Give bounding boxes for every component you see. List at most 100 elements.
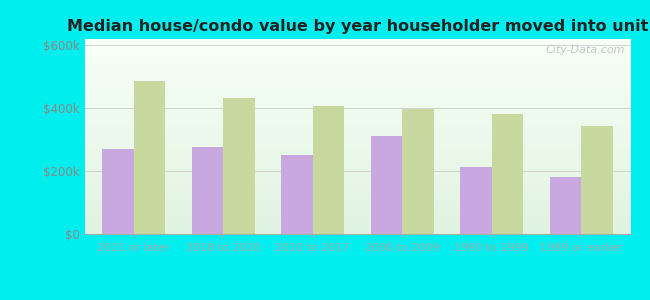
Bar <box>84 98 630 100</box>
Bar <box>84 177 630 179</box>
Bar <box>84 58 630 61</box>
Bar <box>84 70 630 72</box>
Bar <box>402 109 434 234</box>
Bar <box>84 53 630 55</box>
Bar <box>84 205 630 207</box>
Bar <box>84 64 630 66</box>
Bar <box>84 212 630 214</box>
Bar <box>84 176 630 177</box>
Bar <box>84 95 630 98</box>
Bar <box>84 146 630 148</box>
Bar <box>84 88 630 90</box>
Bar <box>103 149 134 234</box>
Bar <box>84 107 630 109</box>
Bar <box>84 139 630 140</box>
Bar <box>84 220 630 222</box>
Bar <box>84 209 630 211</box>
Bar <box>371 136 402 234</box>
Bar <box>84 41 630 43</box>
Bar <box>84 150 630 152</box>
Bar <box>84 109 630 111</box>
Bar <box>84 119 630 121</box>
Bar <box>84 55 630 56</box>
Bar <box>84 164 630 166</box>
Bar <box>84 80 630 82</box>
Bar <box>84 162 630 164</box>
Bar <box>492 113 523 234</box>
Bar <box>84 172 630 173</box>
Bar <box>84 45 630 47</box>
Bar <box>84 152 630 154</box>
Bar <box>84 230 630 232</box>
Bar <box>581 126 612 234</box>
Bar <box>84 197 630 199</box>
Bar <box>84 222 630 224</box>
Bar <box>84 74 630 76</box>
Bar <box>84 158 630 160</box>
Bar <box>84 125 630 127</box>
Bar <box>223 98 255 234</box>
Bar <box>84 185 630 187</box>
Bar <box>84 156 630 158</box>
Title: Median house/condo value by year householder moved into unit: Median house/condo value by year househo… <box>67 19 648 34</box>
Bar <box>84 111 630 113</box>
Bar <box>84 166 630 168</box>
Bar <box>84 61 630 62</box>
Bar <box>84 160 630 162</box>
Bar <box>84 203 630 205</box>
Bar <box>84 72 630 74</box>
Bar <box>84 224 630 226</box>
Bar <box>84 82 630 84</box>
Bar <box>84 66 630 68</box>
Bar <box>84 173 630 175</box>
Bar <box>460 167 492 234</box>
Bar <box>84 133 630 134</box>
Bar <box>84 115 630 117</box>
Bar <box>84 127 630 129</box>
Bar <box>84 232 630 234</box>
Bar <box>84 226 630 228</box>
Bar <box>84 207 630 209</box>
Bar <box>84 129 630 131</box>
Bar <box>84 148 630 150</box>
Bar <box>192 147 223 234</box>
Bar <box>84 94 630 95</box>
Bar <box>84 51 630 53</box>
Bar <box>84 144 630 146</box>
Bar <box>84 121 630 123</box>
Bar <box>84 179 630 181</box>
Bar <box>84 105 630 107</box>
Bar <box>84 191 630 193</box>
Bar <box>84 90 630 92</box>
Bar <box>84 181 630 183</box>
Bar <box>84 92 630 94</box>
Bar <box>84 123 630 125</box>
Bar <box>84 134 630 136</box>
Bar <box>84 140 630 142</box>
Bar <box>84 218 630 220</box>
Bar <box>84 183 630 185</box>
Bar <box>84 214 630 217</box>
Bar <box>84 68 630 70</box>
Bar <box>84 199 630 201</box>
Bar <box>84 195 630 197</box>
Bar <box>84 217 630 218</box>
Bar <box>84 201 630 203</box>
Bar <box>84 47 630 49</box>
Bar <box>134 80 165 234</box>
Bar <box>84 113 630 115</box>
Bar <box>84 168 630 170</box>
Bar <box>84 101 630 103</box>
Bar <box>84 76 630 78</box>
Bar <box>84 103 630 105</box>
Bar <box>84 187 630 189</box>
Bar <box>84 49 630 51</box>
Bar <box>84 154 630 156</box>
Bar <box>84 170 630 172</box>
Bar <box>84 39 630 41</box>
Bar <box>84 228 630 230</box>
Bar <box>84 193 630 195</box>
Bar <box>84 136 630 139</box>
Bar <box>84 86 630 88</box>
Text: City-Data.com: City-Data.com <box>545 45 625 55</box>
